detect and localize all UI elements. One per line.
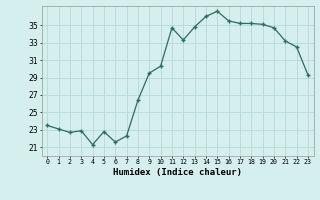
X-axis label: Humidex (Indice chaleur): Humidex (Indice chaleur) [113,168,242,177]
